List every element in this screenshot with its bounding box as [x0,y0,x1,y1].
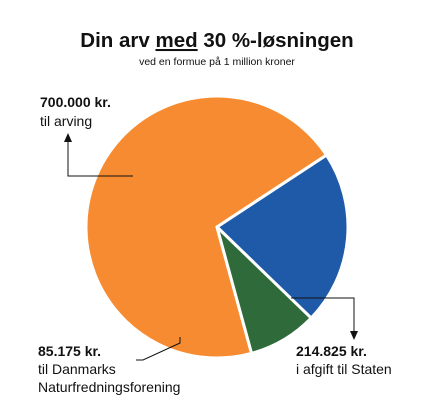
slice-state [215,153,350,320]
leader-line-heir [67,141,133,177]
leader-line-nature [136,337,181,361]
leader-line-state [291,297,355,332]
leader-nature [136,337,181,361]
title-part-2-underlined: med [155,29,197,52]
label-desc-state: i afgift til Staten [296,361,392,377]
leader-heir [64,133,133,177]
label-amount-nature: 85.175 kr. [38,343,101,359]
title-part-1: Din arv [80,29,155,52]
label-amount-state: 214.825 kr. [296,343,367,359]
chart-title: Din arv med 30 %-løsningen [80,29,353,52]
leader-state [291,297,358,340]
label-desc-nature-line-2: Naturfredningsforening [38,379,180,395]
arrowhead-state [350,331,358,340]
slice-heir [84,94,328,360]
arrowhead-heir [64,133,72,142]
chart-subtitle: ved en formue på 1 million kroner [139,56,295,68]
pie-slices [84,94,350,360]
title-part-3: 30 %-løsningen [198,29,354,52]
label-amount-heir: 700.000 kr. [40,94,111,110]
slice-nature [215,225,313,355]
label-desc-heir: til arving [40,113,92,129]
label-desc-nature-line-1: til Danmarks [38,361,116,377]
